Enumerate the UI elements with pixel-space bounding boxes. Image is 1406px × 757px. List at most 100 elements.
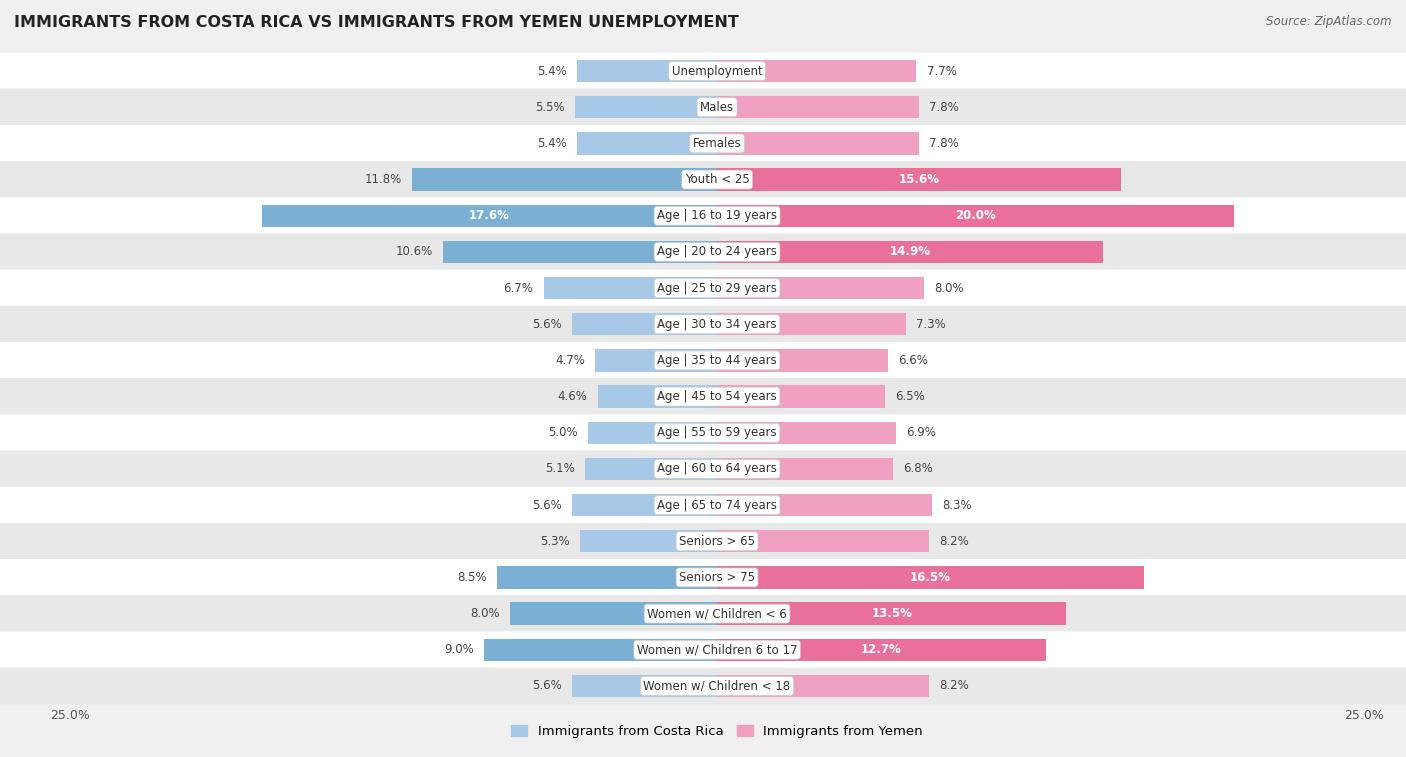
FancyBboxPatch shape: [0, 125, 1406, 162]
Text: 6.7%: 6.7%: [503, 282, 533, 294]
Bar: [578, 132, 717, 154]
Bar: [579, 530, 717, 553]
Text: 13.5%: 13.5%: [872, 607, 912, 620]
Bar: [717, 458, 893, 480]
Bar: [717, 530, 929, 553]
Text: 5.6%: 5.6%: [531, 680, 562, 693]
Text: Seniors > 65: Seniors > 65: [679, 534, 755, 548]
Text: 4.7%: 4.7%: [555, 354, 585, 367]
Text: 8.3%: 8.3%: [942, 499, 972, 512]
Bar: [717, 96, 920, 118]
Bar: [717, 566, 1144, 589]
Bar: [717, 349, 887, 372]
FancyBboxPatch shape: [0, 450, 1406, 488]
Bar: [717, 277, 924, 299]
Text: Women w/ Children < 18: Women w/ Children < 18: [644, 680, 790, 693]
FancyBboxPatch shape: [0, 306, 1406, 343]
Bar: [412, 168, 717, 191]
Bar: [578, 60, 717, 83]
FancyBboxPatch shape: [0, 198, 1406, 234]
Text: 6.9%: 6.9%: [905, 426, 936, 439]
Text: 11.8%: 11.8%: [364, 173, 402, 186]
Text: Age | 65 to 74 years: Age | 65 to 74 years: [657, 499, 778, 512]
Text: 5.4%: 5.4%: [537, 137, 567, 150]
Text: 17.6%: 17.6%: [470, 209, 510, 223]
Text: Unemployment: Unemployment: [672, 64, 762, 77]
Text: Age | 20 to 24 years: Age | 20 to 24 years: [657, 245, 778, 258]
FancyBboxPatch shape: [0, 233, 1406, 270]
Bar: [596, 349, 717, 372]
Text: 4.6%: 4.6%: [558, 390, 588, 403]
Text: 5.4%: 5.4%: [537, 64, 567, 77]
Bar: [262, 204, 717, 227]
FancyBboxPatch shape: [0, 378, 1406, 415]
Bar: [717, 603, 1066, 625]
Text: Age | 60 to 64 years: Age | 60 to 64 years: [657, 463, 778, 475]
Text: 8.2%: 8.2%: [939, 534, 969, 548]
Bar: [585, 458, 717, 480]
Bar: [572, 674, 717, 697]
Text: Women w/ Children 6 to 17: Women w/ Children 6 to 17: [637, 643, 797, 656]
FancyBboxPatch shape: [0, 414, 1406, 451]
Text: Females: Females: [693, 137, 741, 150]
Text: 10.6%: 10.6%: [395, 245, 433, 258]
FancyBboxPatch shape: [0, 487, 1406, 524]
Text: Seniors > 75: Seniors > 75: [679, 571, 755, 584]
Bar: [717, 385, 886, 408]
Text: 5.3%: 5.3%: [540, 534, 569, 548]
Bar: [717, 674, 929, 697]
Text: Age | 25 to 29 years: Age | 25 to 29 years: [657, 282, 778, 294]
Legend: Immigrants from Costa Rica, Immigrants from Yemen: Immigrants from Costa Rica, Immigrants f…: [506, 719, 928, 743]
FancyBboxPatch shape: [0, 631, 1406, 668]
Bar: [498, 566, 717, 589]
Text: 12.7%: 12.7%: [860, 643, 901, 656]
Text: 8.5%: 8.5%: [457, 571, 486, 584]
FancyBboxPatch shape: [0, 89, 1406, 126]
FancyBboxPatch shape: [0, 668, 1406, 704]
Text: Males: Males: [700, 101, 734, 114]
FancyBboxPatch shape: [0, 595, 1406, 632]
Text: IMMIGRANTS FROM COSTA RICA VS IMMIGRANTS FROM YEMEN UNEMPLOYMENT: IMMIGRANTS FROM COSTA RICA VS IMMIGRANTS…: [14, 15, 740, 30]
Bar: [717, 639, 1046, 661]
Text: 7.8%: 7.8%: [929, 101, 959, 114]
Text: 15.6%: 15.6%: [898, 173, 939, 186]
Bar: [717, 241, 1102, 263]
Bar: [717, 204, 1234, 227]
Bar: [572, 313, 717, 335]
Text: 6.5%: 6.5%: [896, 390, 925, 403]
Text: Age | 30 to 34 years: Age | 30 to 34 years: [657, 318, 778, 331]
Text: 6.6%: 6.6%: [898, 354, 928, 367]
FancyBboxPatch shape: [0, 523, 1406, 559]
Text: 5.1%: 5.1%: [546, 463, 575, 475]
Text: 5.5%: 5.5%: [534, 101, 564, 114]
Text: 8.0%: 8.0%: [935, 282, 965, 294]
Text: Age | 45 to 54 years: Age | 45 to 54 years: [657, 390, 778, 403]
Text: 5.6%: 5.6%: [531, 318, 562, 331]
Text: Youth < 25: Youth < 25: [685, 173, 749, 186]
Bar: [717, 422, 896, 444]
FancyBboxPatch shape: [0, 342, 1406, 378]
Text: 8.2%: 8.2%: [939, 680, 969, 693]
Text: 7.3%: 7.3%: [917, 318, 946, 331]
Text: 5.6%: 5.6%: [531, 499, 562, 512]
Text: Source: ZipAtlas.com: Source: ZipAtlas.com: [1267, 15, 1392, 28]
FancyBboxPatch shape: [0, 53, 1406, 89]
Text: 14.9%: 14.9%: [889, 245, 931, 258]
FancyBboxPatch shape: [0, 559, 1406, 596]
Bar: [544, 277, 717, 299]
FancyBboxPatch shape: [0, 161, 1406, 198]
Bar: [510, 603, 717, 625]
Text: Age | 55 to 59 years: Age | 55 to 59 years: [657, 426, 778, 439]
Bar: [598, 385, 717, 408]
Bar: [588, 422, 717, 444]
Text: 20.0%: 20.0%: [956, 209, 995, 223]
Text: 7.7%: 7.7%: [927, 64, 956, 77]
Bar: [575, 96, 717, 118]
Bar: [443, 241, 717, 263]
Bar: [717, 494, 932, 516]
Text: 9.0%: 9.0%: [444, 643, 474, 656]
Bar: [717, 168, 1121, 191]
Text: Age | 35 to 44 years: Age | 35 to 44 years: [657, 354, 778, 367]
Text: 8.0%: 8.0%: [470, 607, 499, 620]
Bar: [717, 313, 905, 335]
